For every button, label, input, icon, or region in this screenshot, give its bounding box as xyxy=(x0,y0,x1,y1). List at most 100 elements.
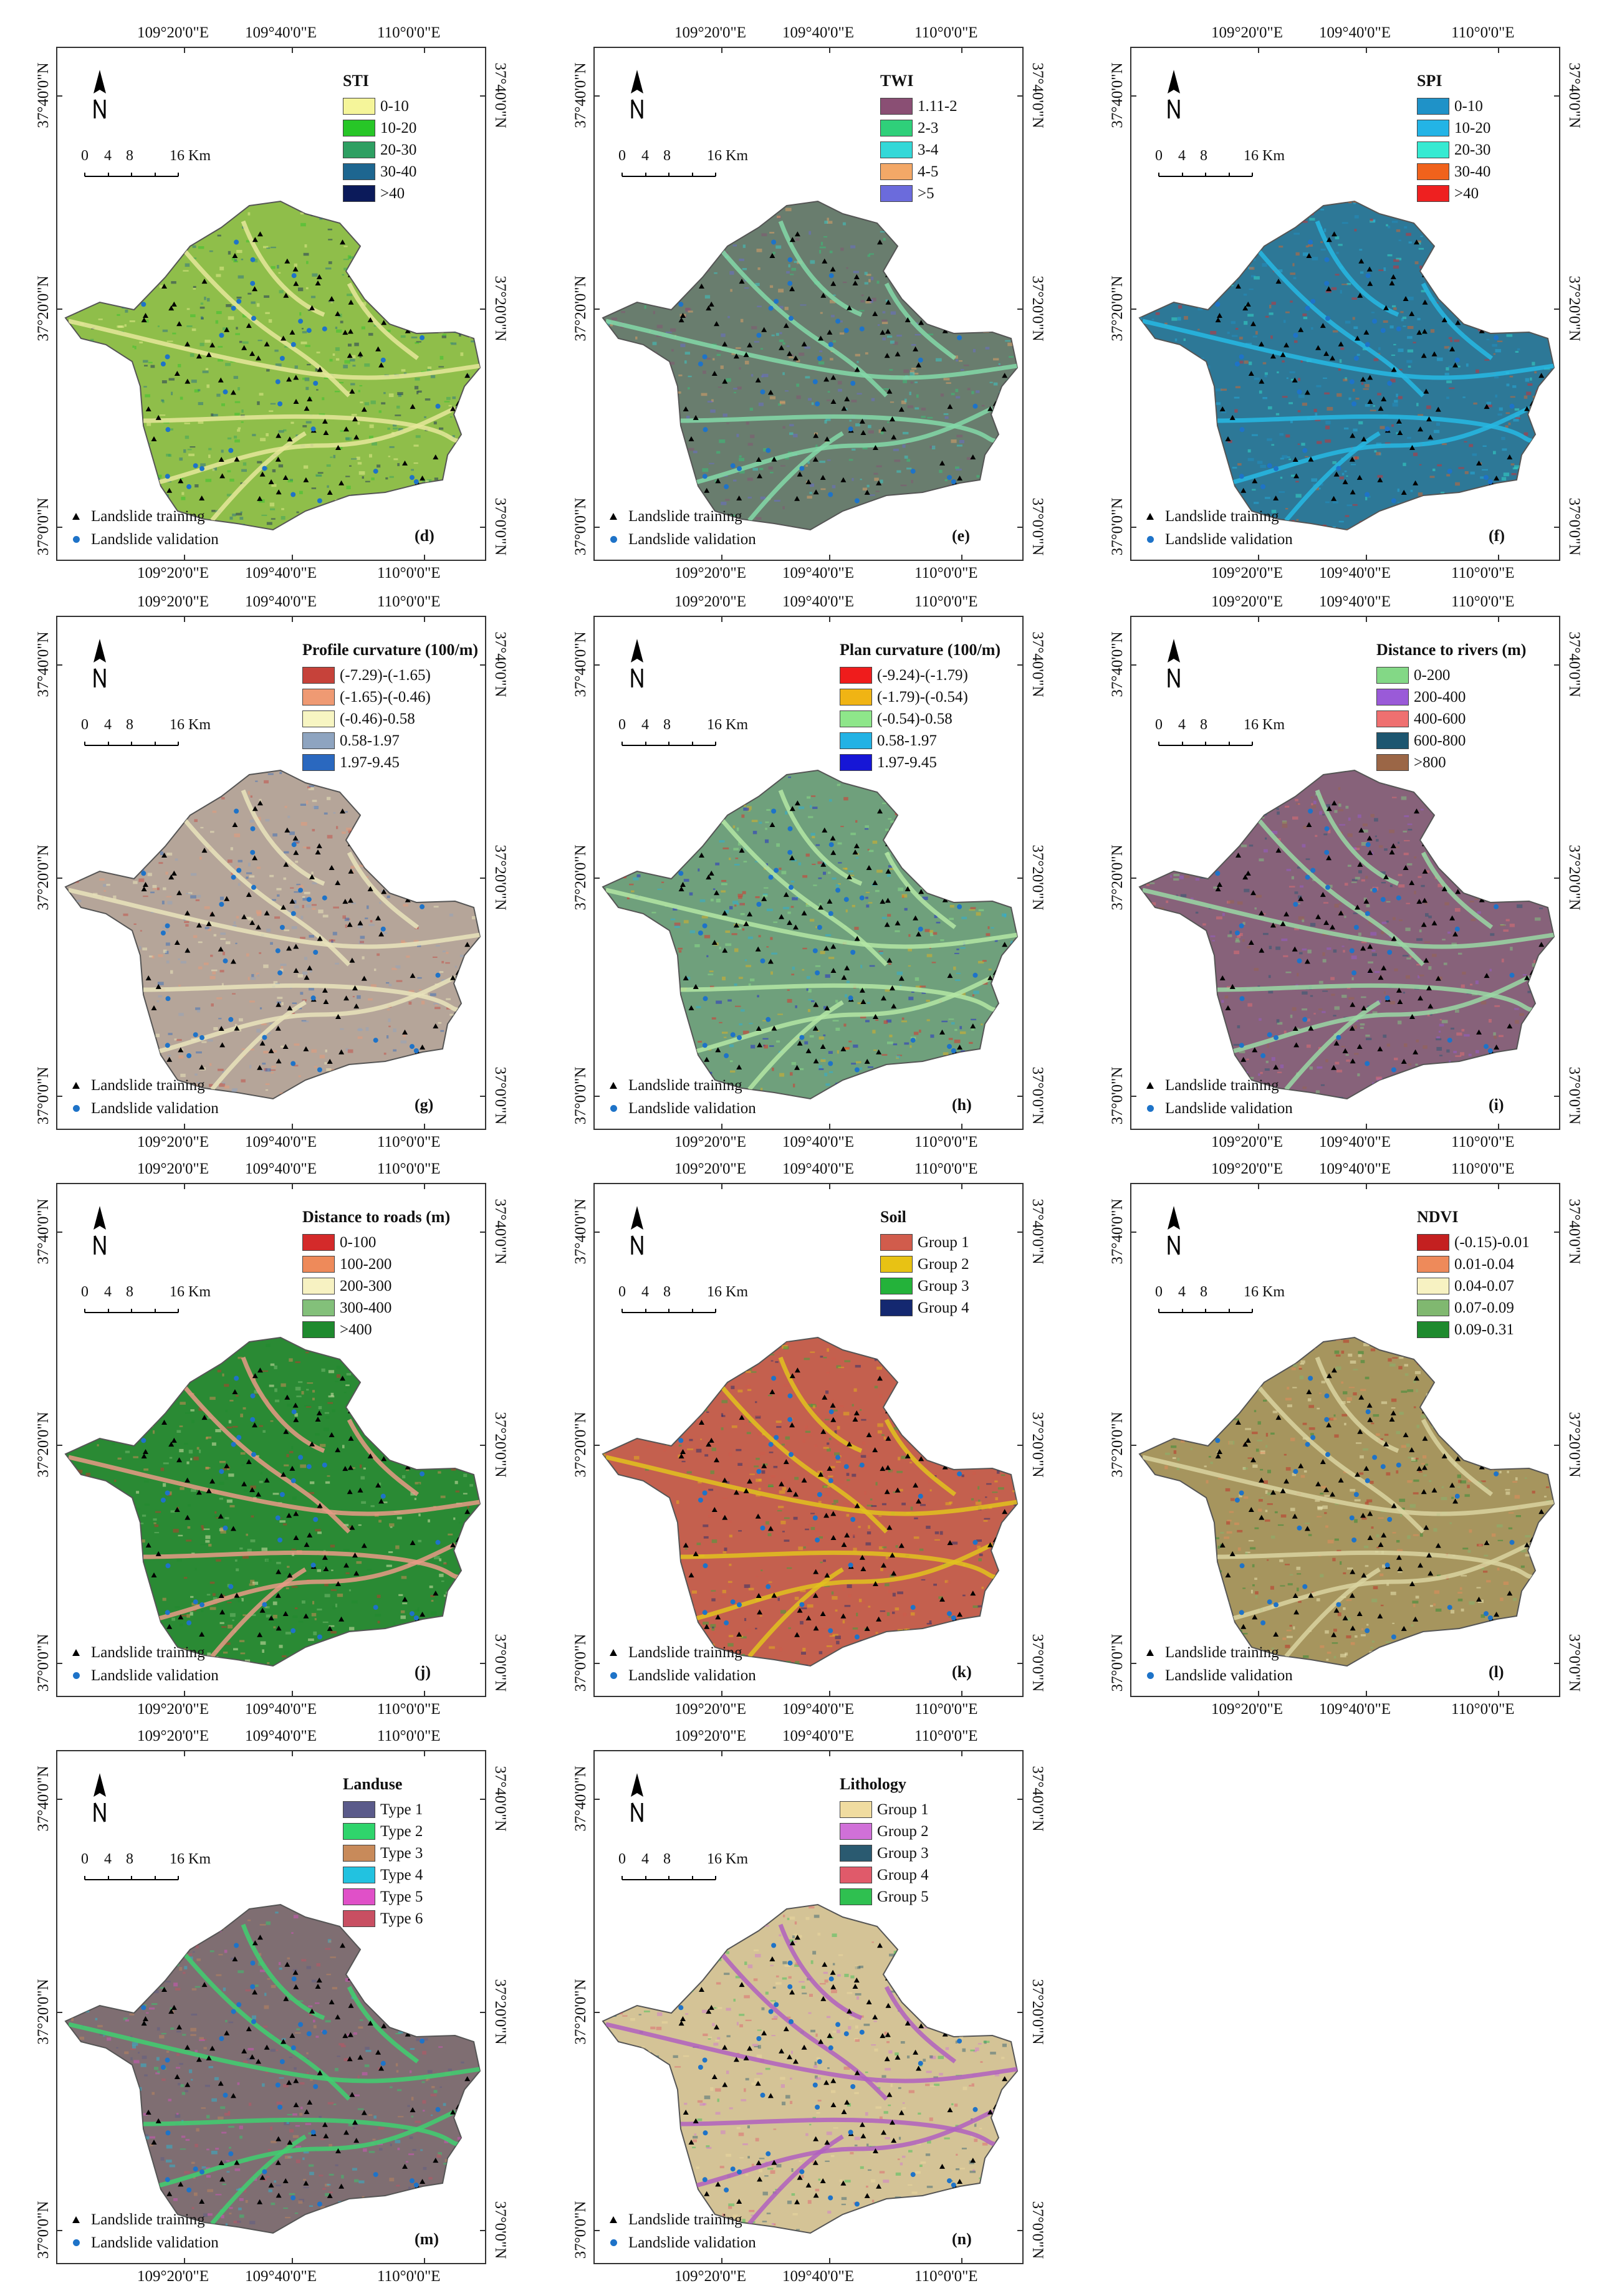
landslide-validation-point xyxy=(1324,1393,1330,1399)
landslide-training-point xyxy=(1431,1487,1437,1493)
landslide-validation-point xyxy=(1336,1602,1341,1607)
legend-item: >800 xyxy=(1376,752,1526,773)
tick-mark xyxy=(1366,1183,1367,1189)
latitude-label-right: 37°40'0"N xyxy=(1566,62,1583,128)
landslide-training-point xyxy=(982,2196,988,2201)
landslide-validation-point xyxy=(828,1478,833,1483)
landslide-training-point xyxy=(1250,890,1256,896)
landslide-training-point xyxy=(733,353,739,359)
landslide-training-point xyxy=(1229,983,1236,989)
landslide-training-point xyxy=(155,983,161,989)
landslide-training-point xyxy=(886,957,893,963)
longitude-label-top: 109°20'0"E xyxy=(674,24,746,41)
landslide-training-point xyxy=(1461,292,1467,298)
legend-label: 3-4 xyxy=(918,141,939,158)
landslide-training-point xyxy=(1355,1471,1361,1477)
landslide-validation-point xyxy=(291,1409,297,1415)
landslide-training-point xyxy=(199,1632,205,1637)
landslide-validation-point xyxy=(291,1976,297,1982)
landslide-validation-point xyxy=(234,1375,239,1381)
landslide-training-point xyxy=(866,1432,872,1437)
landslide-training-point xyxy=(168,305,175,311)
landslide-training-point xyxy=(1275,848,1282,853)
landslide-validation-point xyxy=(817,356,822,361)
landslide-training-point xyxy=(1530,877,1537,883)
landslide-training-point xyxy=(794,1064,800,1070)
latitude-label-right: 37°20'0"N xyxy=(1029,275,1046,342)
landslide-training-point xyxy=(283,1428,289,1434)
landslide-validation-point xyxy=(380,357,386,363)
landslide-training-point xyxy=(168,1442,175,1447)
landslide-training-point xyxy=(381,1456,387,1461)
landslide-validation-point xyxy=(250,1393,256,1399)
landslide-training-point xyxy=(185,378,191,384)
landslide-validation-point xyxy=(957,2038,962,2044)
landslide-training-point xyxy=(423,1959,428,1965)
landslide-validation-point xyxy=(1391,1067,1396,1073)
landslide-validation-point xyxy=(756,333,762,338)
landslide-training-point xyxy=(151,1005,157,1010)
landslide-training-point xyxy=(1530,308,1537,313)
landslide-validation-point xyxy=(991,300,997,305)
landslide-training-point xyxy=(143,1449,148,1454)
scale-label: 4 xyxy=(641,717,649,733)
landslide-training-point xyxy=(241,2048,247,2054)
landslide-validation-point xyxy=(1302,1584,1308,1589)
landslide-training-point xyxy=(381,889,387,894)
landslide-validation-point xyxy=(426,826,431,831)
map-legend: SPI 0-10 10-20 20-30 30-40 >40 xyxy=(1417,72,1490,204)
tick-mark xyxy=(480,2012,486,2013)
landslide-training-point xyxy=(688,2197,694,2203)
landslide-training-point xyxy=(378,931,385,937)
legend-swatch xyxy=(880,98,913,115)
drainage-line xyxy=(210,1000,307,1091)
point-key: Landslide training Landslide validation xyxy=(605,2208,756,2254)
drainage-line xyxy=(68,887,480,949)
landslide-training-point xyxy=(335,1447,341,1453)
landslide-training-point xyxy=(1455,1456,1461,1461)
legend-label: Group 4 xyxy=(918,1299,969,1316)
landslide-validation-point xyxy=(1325,884,1330,890)
latitude-label-right: 37°0'0"N xyxy=(492,2201,509,2259)
latitude-label-left: 37°20'0"N xyxy=(35,275,52,342)
legend-label: Group 2 xyxy=(877,1822,929,1840)
landslide-training-point xyxy=(787,920,793,926)
panel-label: (h) xyxy=(952,1096,972,1114)
landslide-training-point xyxy=(812,1592,818,1598)
landslide-training-point xyxy=(464,1587,470,1593)
landslide-training-point xyxy=(1250,1457,1256,1463)
key-training-label: Landslide training xyxy=(628,1643,742,1661)
landslide-validation-point xyxy=(910,1038,916,1043)
landslide-training-point xyxy=(405,897,411,902)
landslide-training-point xyxy=(680,882,686,887)
legend-label: (-0.54)-0.58 xyxy=(877,710,952,727)
landslide-training-point xyxy=(1252,1047,1258,1053)
panel-label: (g) xyxy=(415,1096,434,1114)
landslide-validation-point xyxy=(904,845,909,850)
tick-mark xyxy=(184,1750,185,1756)
landslide-validation-point xyxy=(277,2105,283,2110)
landslide-training-point xyxy=(1225,1063,1231,1068)
landslide-training-point xyxy=(293,1511,299,1516)
legend-title: STI xyxy=(343,72,369,90)
landslide-training-point xyxy=(840,1613,847,1619)
landslide-training-point xyxy=(1367,849,1373,855)
landslide-training-point xyxy=(722,341,728,347)
legend-label: >800 xyxy=(1414,753,1446,771)
landslide-validation-point xyxy=(1239,923,1244,929)
longitude-label-top: 110°0'0"E xyxy=(377,1160,441,1177)
landslide-validation-point xyxy=(234,808,239,814)
landslide-training-point xyxy=(386,1428,393,1434)
legend-title: SPI xyxy=(1417,72,1442,90)
landslide-validation-point xyxy=(165,1043,170,1048)
landslide-validation-point xyxy=(373,469,378,474)
landslide-training-point xyxy=(1284,911,1290,917)
legend-swatch xyxy=(880,163,913,180)
landslide-training-point xyxy=(283,1996,289,2001)
landslide-training-point xyxy=(797,1040,803,1046)
landslide-training-point xyxy=(1292,1513,1298,1519)
landslide-training-point xyxy=(241,1481,247,1486)
landslide-training-point xyxy=(1455,889,1461,894)
landslide-validation-point xyxy=(828,842,834,848)
landslide-validation-point xyxy=(160,361,166,366)
